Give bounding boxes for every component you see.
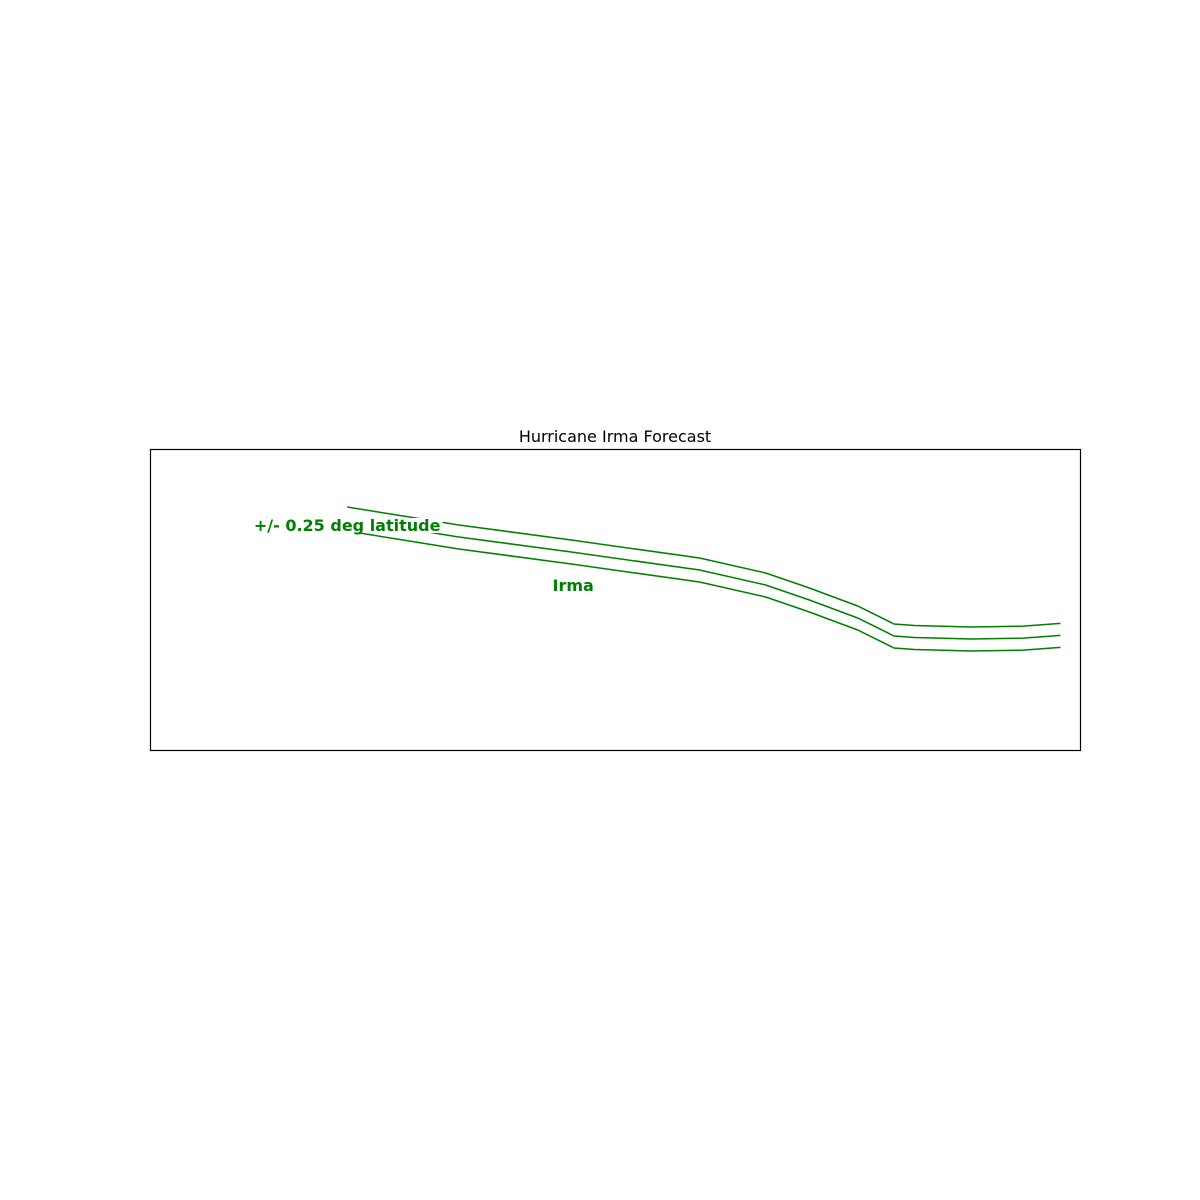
track-line-1 xyxy=(347,519,1060,639)
upper-band-line-1 xyxy=(347,507,1060,627)
annotation-group-1: +/- 0.25 deg latitude xyxy=(252,516,443,535)
annotation-label-2: Irma xyxy=(552,576,593,595)
chart-title: Hurricane Irma Forecast xyxy=(519,427,711,446)
plot-area: +/- 0.25 deg latitude Irma xyxy=(252,507,1061,651)
lower-band-line-1 xyxy=(347,531,1060,651)
plot-frame xyxy=(151,450,1081,751)
annotation-label-1: +/- 0.25 deg latitude xyxy=(254,516,441,535)
annotation-group-2: Irma xyxy=(550,576,595,595)
